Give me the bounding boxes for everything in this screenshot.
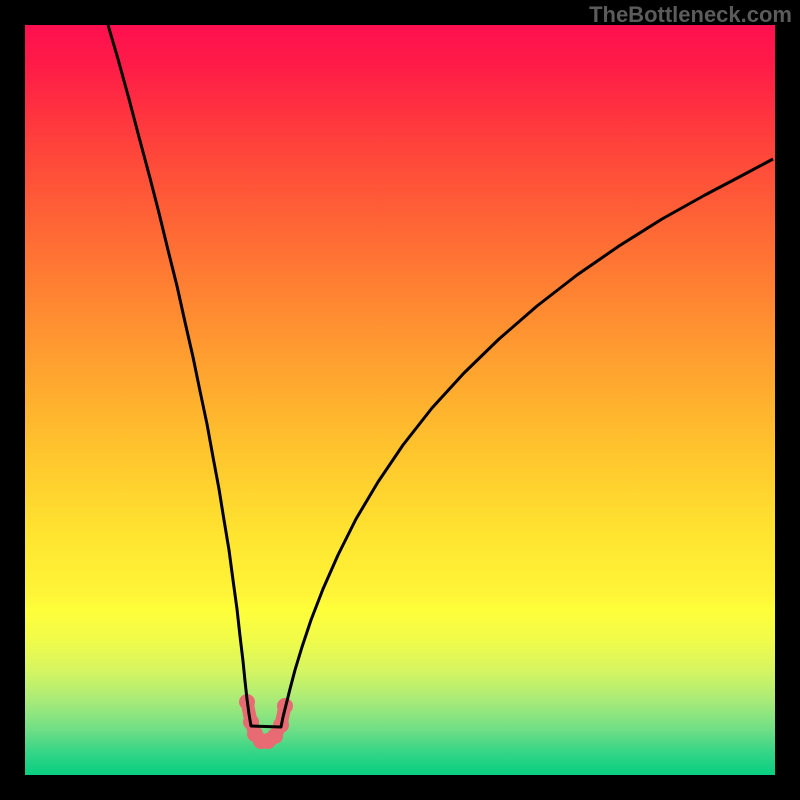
plot-area	[25, 25, 775, 775]
curve-layer	[25, 25, 775, 775]
chart-frame: TheBottleneck.com	[0, 0, 800, 800]
bottleneck-curve	[108, 25, 773, 727]
